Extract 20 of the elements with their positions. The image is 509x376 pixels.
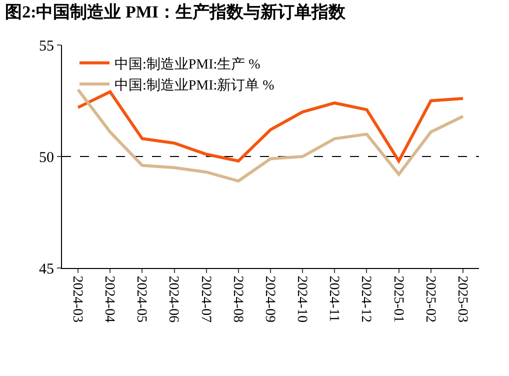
x-tick-label: 2025-03	[454, 276, 470, 322]
x-tick-label: 2024-06	[166, 276, 181, 322]
x-tick-label: 2024-11	[326, 276, 342, 322]
y-tick-label: 55	[39, 38, 54, 54]
chart-title: 图2:中国制造业 PMI：生产指数与新订单指数	[5, 2, 347, 22]
x-tick-label: 2024-12	[358, 276, 374, 322]
x-tick-label: 2024-05	[134, 276, 149, 322]
x-tick-label: 2024-09	[262, 276, 277, 322]
y-tick-label: 45	[39, 261, 54, 278]
x-tick-label: 2024-08	[230, 276, 245, 322]
y-tick-label: 50	[39, 150, 54, 166]
x-tick-label: 2024-10	[294, 276, 310, 322]
legend-label: 中国:制造业PMI:生产 %	[114, 56, 261, 72]
x-tick-label: 2025-01	[390, 276, 406, 322]
x-tick-label: 2024-03	[69, 276, 84, 322]
x-tick-label: 2024-07	[198, 276, 213, 322]
x-tick-label: 2024-04	[102, 276, 117, 322]
legend-label: 中国:制造业PMI:新订单 %	[114, 77, 275, 94]
x-tick-label: 2025-02	[422, 276, 438, 322]
line-series	[76, 90, 464, 162]
